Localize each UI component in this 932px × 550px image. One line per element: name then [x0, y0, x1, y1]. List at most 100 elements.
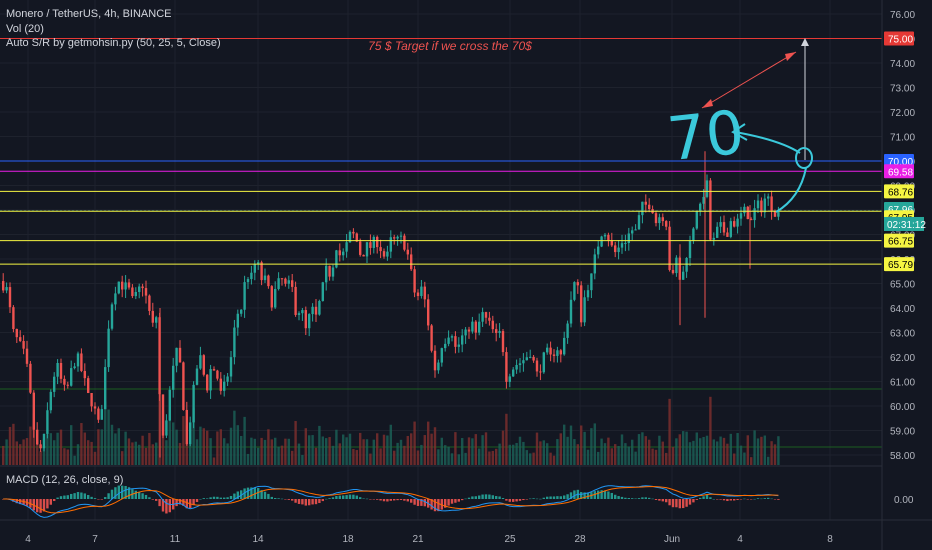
volume-bar [396, 442, 399, 465]
candle-body [573, 282, 576, 300]
candle-body [117, 281, 120, 294]
volume-bar [512, 444, 515, 465]
volume-bar [675, 438, 678, 465]
volume-bar [450, 453, 454, 465]
volume-bar [665, 452, 668, 465]
candle-body [131, 287, 134, 297]
macd-histogram-bar [457, 499, 460, 502]
candle-body [767, 196, 770, 199]
macd-histogram-bar [97, 499, 100, 500]
volume-bar [5, 439, 8, 465]
candle-body [308, 314, 311, 329]
volume-bar [270, 439, 273, 465]
volume-bar [209, 438, 212, 465]
macd-histogram-bar [36, 499, 39, 513]
candle-body [546, 347, 549, 353]
macd-histogram-bar [641, 497, 644, 499]
price-tag-label: 68.76 [888, 187, 913, 198]
volume-bar [22, 439, 25, 465]
volume-bar [491, 450, 494, 465]
candle-body [739, 213, 743, 219]
candle-body [488, 317, 491, 321]
macd-histogram-bar [369, 499, 372, 500]
volume-bar [335, 429, 338, 465]
macd-histogram-bar [236, 491, 239, 499]
macd-histogram-bar [529, 498, 532, 500]
volume-bar [277, 446, 280, 465]
candle-body [301, 310, 304, 314]
countdown-label: 02:31:12 [887, 220, 926, 231]
candle-body [576, 282, 579, 286]
macd-histogram-bar [121, 485, 124, 499]
volume-bar [756, 438, 760, 465]
volume-bar [260, 437, 263, 465]
candle-body [80, 353, 83, 371]
candle-body [403, 235, 406, 250]
volume-bar [97, 429, 100, 465]
candle-body [345, 242, 348, 252]
volume-bar [42, 438, 46, 465]
candle-body [542, 352, 545, 373]
time-axis[interactable]: 4 7 11 14 18 21 25 28 Jun 4 8 [0, 519, 932, 545]
macd-histogram-bar [192, 499, 195, 506]
candle-body [243, 282, 246, 310]
volume-bars [2, 395, 780, 465]
macd-histogram-bar [76, 492, 80, 499]
macd-histogram-bar [671, 499, 675, 508]
candle-body [236, 313, 239, 328]
macd-histogram-bar [246, 487, 250, 499]
macd-histogram-bar [430, 499, 433, 510]
macd-histogram-bar [83, 493, 86, 499]
candle-body [770, 196, 773, 212]
candle-body [610, 240, 613, 246]
target-arrow-head-lower [702, 99, 713, 108]
macd-histogram-bar [59, 496, 63, 499]
macd-histogram-bar [665, 499, 668, 503]
macd-histogram-bar [773, 499, 777, 500]
volume-bar [155, 442, 158, 465]
candle-body [726, 232, 729, 237]
candle-body [644, 201, 647, 205]
price-tick-label: 65.00 [890, 280, 915, 291]
price-axis[interactable]: 76.0075.0074.0073.0072.0071.0070.0069.00… [881, 0, 932, 550]
macd-histogram-bar [610, 492, 613, 499]
macd-histogram-bar [603, 490, 607, 499]
price-tick-label: 74.00 [890, 59, 915, 70]
macd-histogram-bar [743, 498, 746, 500]
candle-body [257, 262, 260, 265]
price-tick-label: 73.00 [890, 84, 915, 95]
macd-histogram-bar [321, 499, 324, 502]
user-drawings: 75 $ Target if we cross the 70$ 70 [368, 38, 813, 213]
macd-histogram-bar [396, 499, 399, 501]
macd-histogram-bar [607, 491, 610, 499]
volume-bar [501, 430, 505, 465]
candle-body [274, 288, 277, 308]
macd-histogram-bar [338, 495, 341, 499]
candle-body [338, 250, 341, 256]
macd-histogram-bar [447, 499, 450, 506]
volume-bar [236, 425, 239, 465]
candle-body [253, 264, 256, 273]
macd-histogram-bar [80, 492, 83, 499]
candle-body [495, 329, 498, 333]
macd-histogram-bar [624, 497, 627, 499]
macd-histogram-bar [233, 493, 236, 499]
candle-body [83, 370, 86, 379]
volume-bar [70, 425, 73, 465]
volume-bar [471, 438, 474, 465]
candle-body [634, 229, 637, 231]
candle-body [716, 226, 719, 238]
volume-bar [229, 427, 233, 465]
candle-body [114, 293, 117, 305]
candle-body [321, 282, 324, 301]
candle-body [641, 201, 644, 216]
price-tag-label: 69.58 [888, 167, 913, 178]
candle-body [617, 247, 620, 253]
candle-body [15, 329, 18, 338]
macd-histogram-bar [767, 497, 770, 499]
macd-histogram-bar [688, 499, 692, 505]
macd-histogram-bar [437, 499, 440, 512]
macd-histogram-bar [389, 499, 392, 501]
macd-histogram-bar [648, 497, 651, 499]
